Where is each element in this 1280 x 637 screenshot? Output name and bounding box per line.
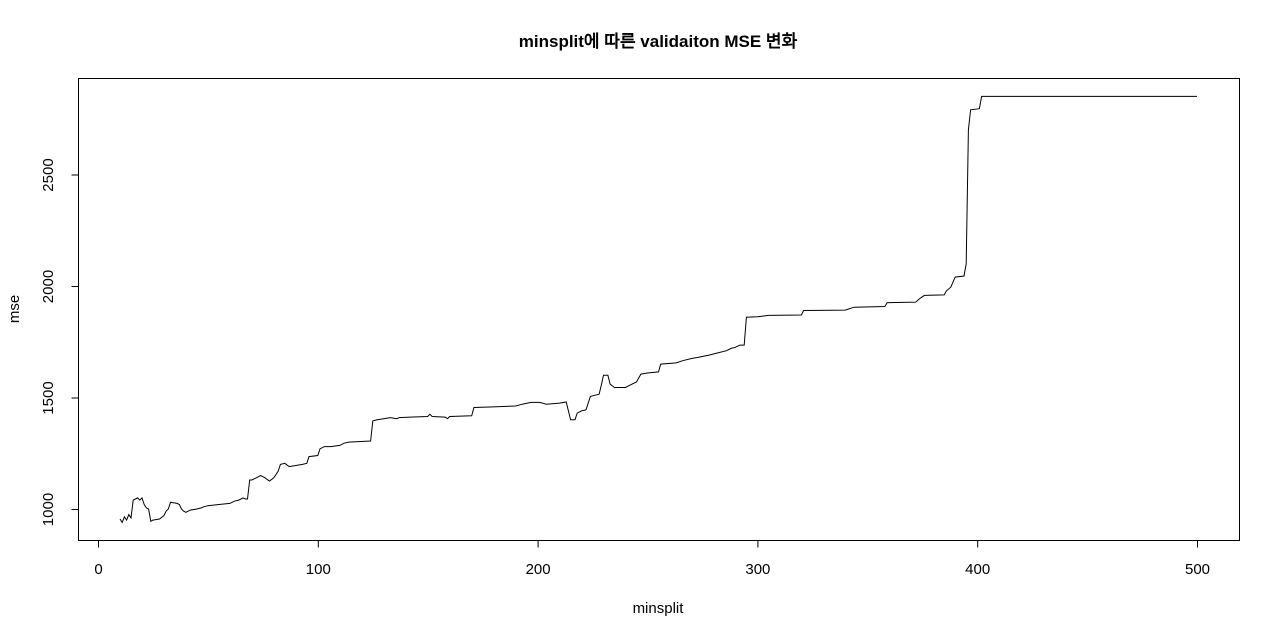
chart-title: minsplit에 따른 validaiton MSE 변화 bbox=[519, 32, 798, 51]
y-tick-label: 2500 bbox=[40, 158, 57, 191]
x-tick-label: 100 bbox=[306, 561, 331, 578]
y-tick-label: 1500 bbox=[40, 381, 57, 414]
y-tick-label: 1000 bbox=[40, 493, 57, 526]
x-tick-label: 200 bbox=[526, 561, 551, 578]
y-axis: 1000 1500 2000 2500 bbox=[40, 158, 79, 526]
y-axis-label: mse bbox=[6, 295, 23, 323]
x-tick-label: 300 bbox=[745, 561, 770, 578]
x-tick-label: 0 bbox=[94, 561, 102, 578]
x-tick-label: 400 bbox=[965, 561, 990, 578]
y-tick-label: 2000 bbox=[40, 270, 57, 303]
x-axis-label: minsplit bbox=[633, 600, 685, 617]
plot-frame bbox=[78, 78, 1240, 541]
x-axis: 0 100 200 300 400 500 bbox=[94, 540, 1210, 578]
x-tick-label: 500 bbox=[1185, 561, 1210, 578]
series-line bbox=[119, 95, 1197, 524]
